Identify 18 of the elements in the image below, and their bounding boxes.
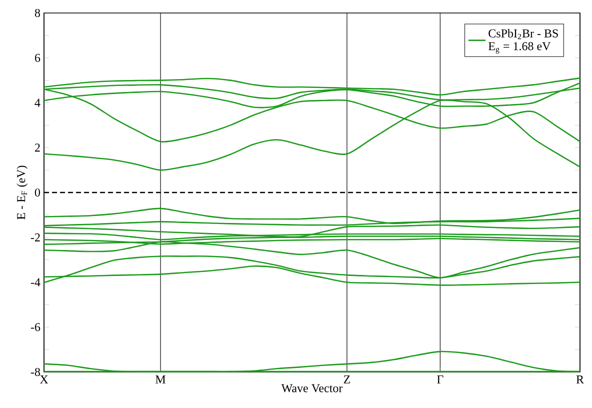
legend-label: CsPbI$_{2}$Br - BS bbox=[488, 29, 558, 40]
x-tick-label: R bbox=[576, 376, 584, 384]
y-axis-title: E - E$_{F}$ (eV) bbox=[16, 166, 28, 220]
y-tick-label: 4 bbox=[34, 98, 40, 107]
y-tick-label: 0 bbox=[34, 188, 40, 197]
x-tick-label: Z bbox=[344, 376, 350, 384]
y-tick-label: -4 bbox=[30, 278, 40, 286]
x-tick-label: X bbox=[40, 376, 48, 384]
annotation: E$_{g}$ = 1.68 eV bbox=[488, 42, 551, 54]
x-tick-label: Γ bbox=[437, 376, 444, 384]
x-axis-title: Wave Vector bbox=[281, 384, 343, 392]
y-tick-label: 2 bbox=[35, 144, 40, 152]
y-tick-label: -8 bbox=[30, 368, 40, 376]
y-tick-label: 8 bbox=[34, 8, 40, 18]
y-tick-label: -6 bbox=[30, 323, 40, 332]
y-tick-label: -2 bbox=[30, 233, 40, 242]
x-tick-label: M bbox=[156, 376, 166, 384]
y-tick-label: 6 bbox=[34, 54, 40, 62]
